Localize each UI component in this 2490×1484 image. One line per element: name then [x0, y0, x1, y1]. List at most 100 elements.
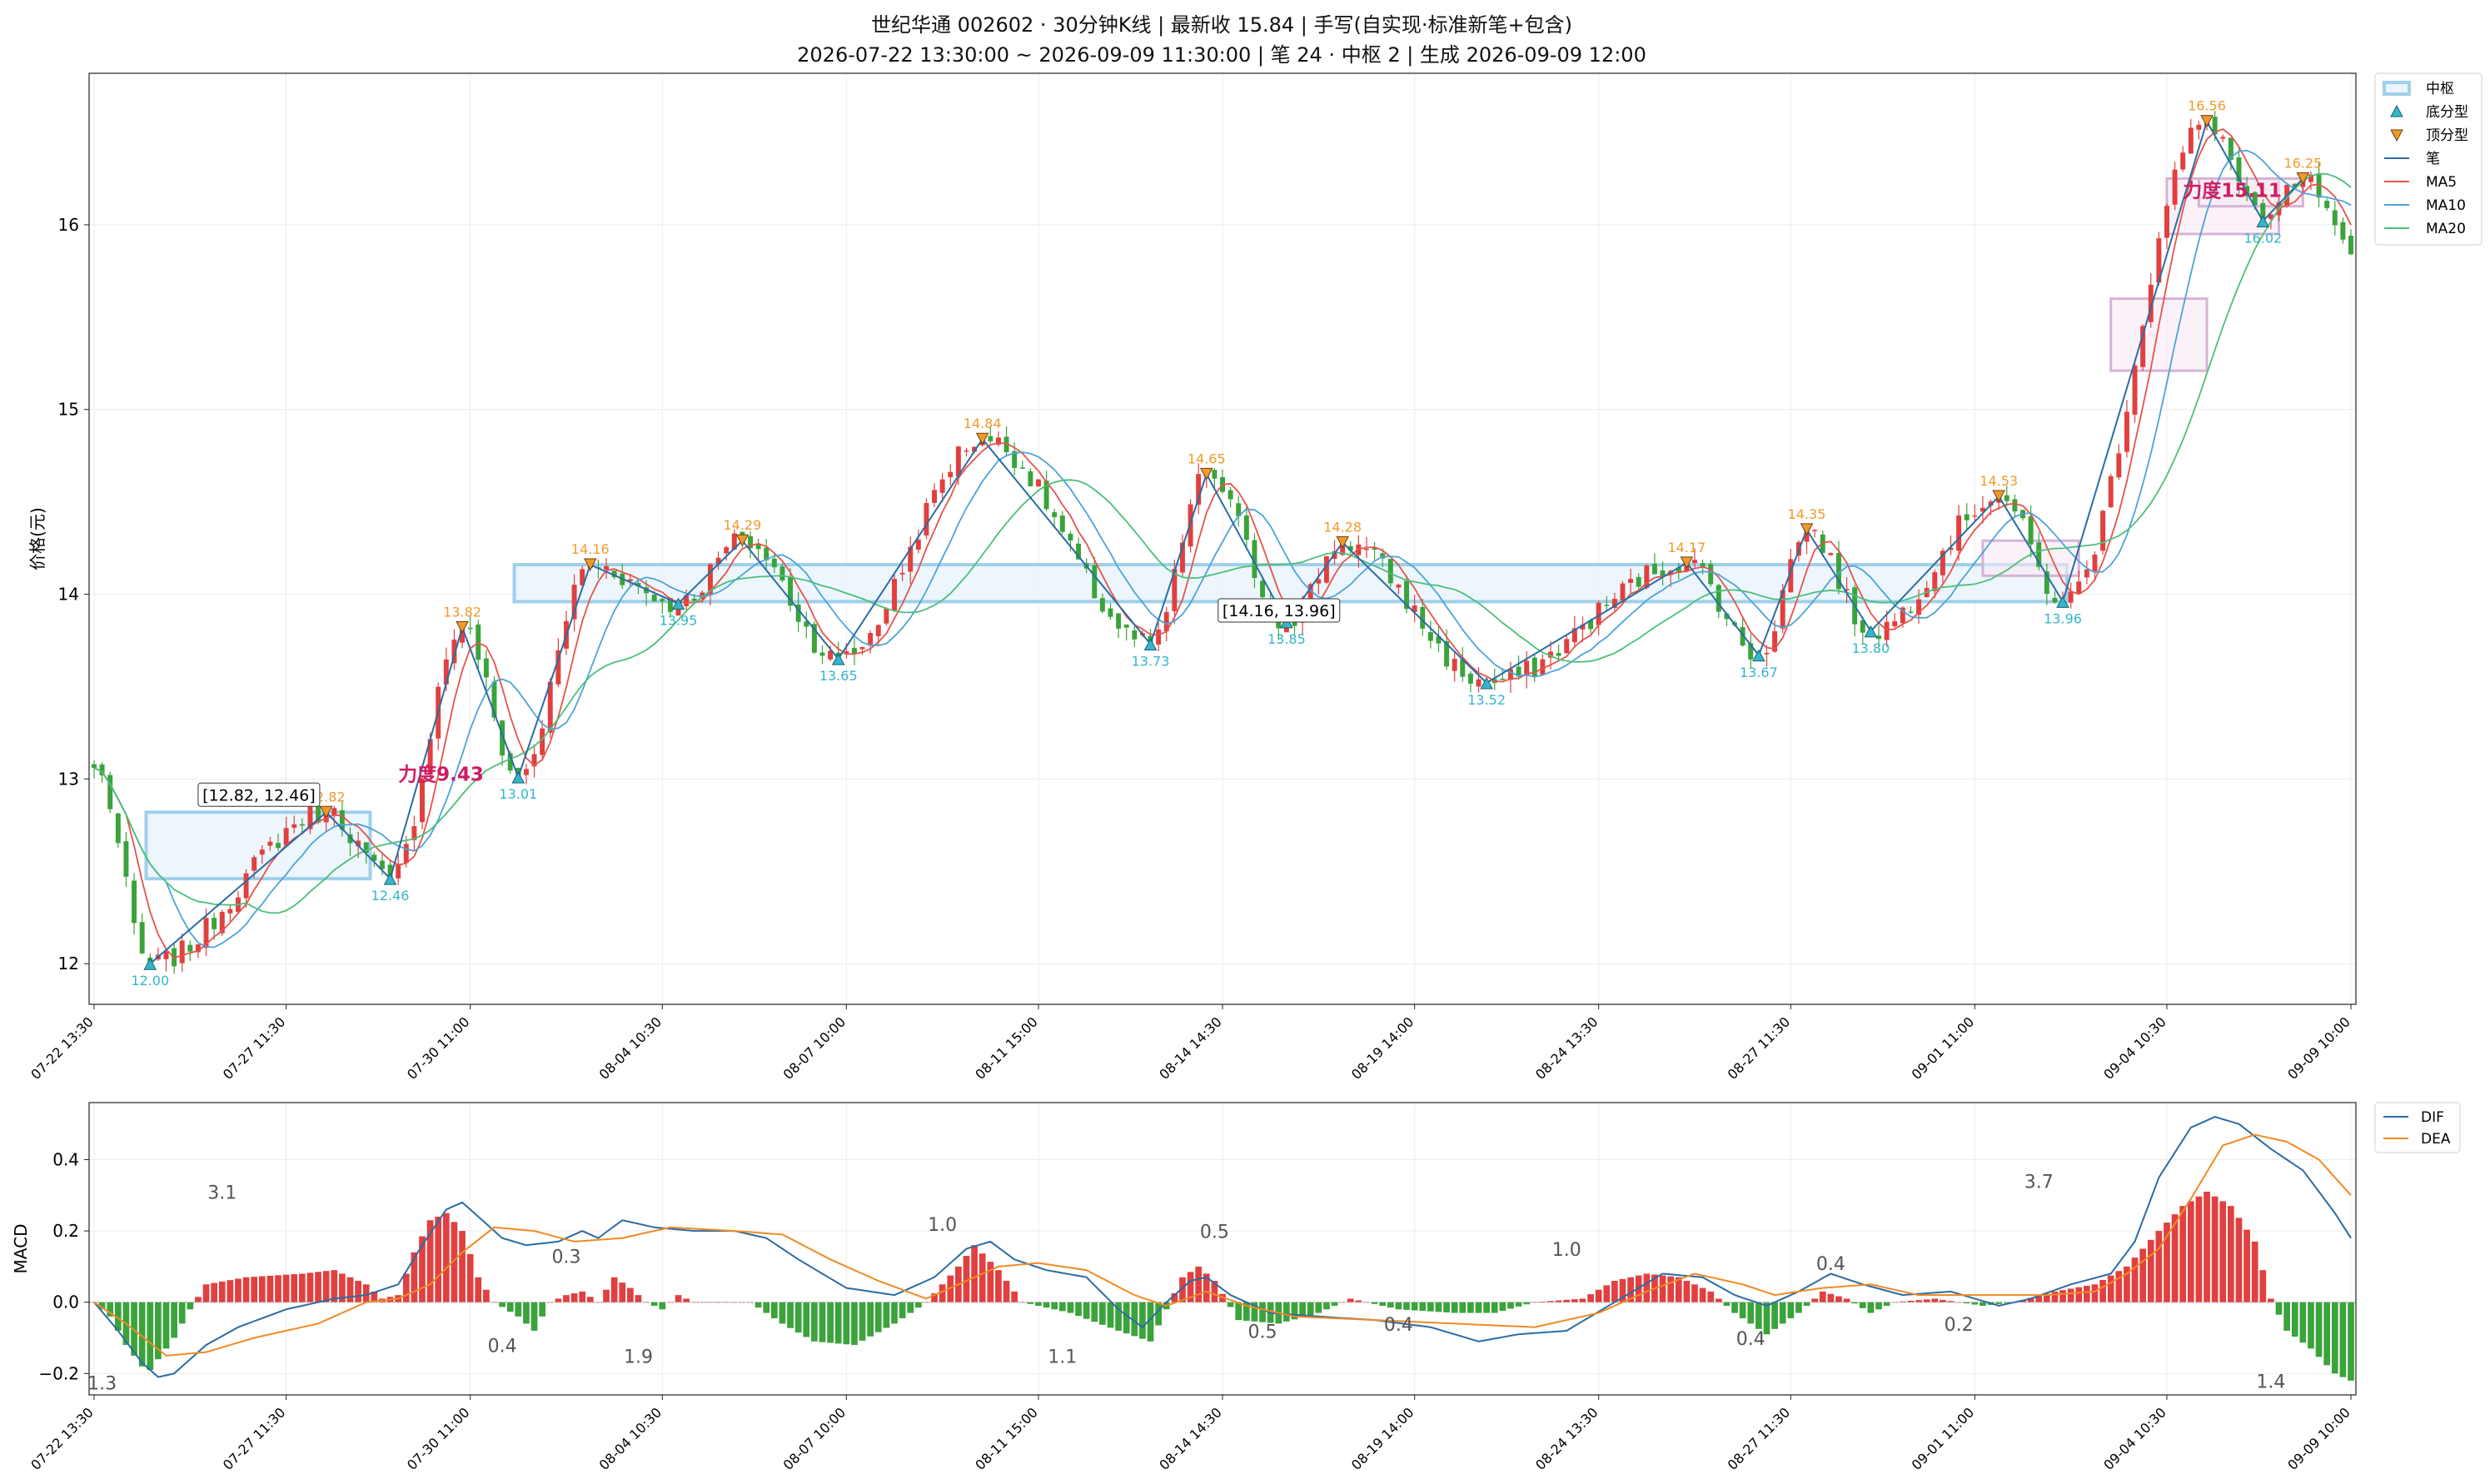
macd-hist-bar [1995, 1302, 2003, 1304]
candle-body [748, 535, 753, 549]
candle-body [1540, 659, 1546, 675]
candle-body [707, 564, 713, 595]
macd-annotation: 0.2 [1945, 1315, 1974, 1336]
macd-hist-bar [306, 1272, 314, 1302]
macd-hist-bar [2099, 1279, 2106, 1302]
macd-xtick-label: 08-11 15:00 [972, 1404, 1041, 1473]
candle-body [1548, 651, 1553, 658]
bottom-fractal-marker [511, 771, 525, 784]
candle-body [1012, 451, 1018, 468]
macd-hist-bar [914, 1302, 922, 1308]
macd-hist-bar [570, 1293, 578, 1302]
price-ytick-label: 13 [58, 769, 79, 789]
candle-body [203, 918, 209, 949]
candle-body [1243, 515, 1249, 540]
candle-body [2068, 591, 2074, 603]
center-label-box [197, 782, 321, 807]
macd-hist-bar [811, 1302, 818, 1342]
macd-hist-bar [1171, 1293, 1178, 1302]
candle-body [1387, 559, 1393, 584]
macd-hist-bar [834, 1302, 842, 1344]
top-fractal-marker [456, 620, 469, 634]
macd-hist-bar [1827, 1293, 1835, 1302]
candle-body [884, 608, 889, 624]
bottom-fractal-label: 13.01 [499, 786, 537, 802]
macd-hist-bar [1115, 1302, 1122, 1331]
macd-hist-bar [899, 1302, 906, 1318]
candle-body [795, 604, 801, 622]
bottom-fractal-marker [383, 873, 397, 885]
macd-hist-bar [1123, 1302, 1130, 1334]
price-legend: 中枢 底分型 顶分型 笔 MA5 MA10 MA20 [2374, 72, 2483, 246]
macd-hist-bar [1235, 1302, 1243, 1321]
macd-hist-bar [1331, 1302, 1338, 1306]
candle-body [2044, 571, 2049, 595]
macd-hist-bar [1587, 1294, 1594, 1302]
candle-body [1835, 553, 1841, 590]
candle-body [2188, 127, 2194, 154]
candle-body [1716, 585, 1721, 612]
candle-body [1019, 467, 1025, 469]
top-fractal-marker [1199, 467, 1213, 481]
candle-body [163, 951, 169, 959]
candle-body [1940, 550, 1945, 575]
macd-hist-bar [2268, 1298, 2274, 1302]
macd-hist-bar [155, 1302, 162, 1360]
candle-body [195, 944, 201, 953]
price-xtick-label: 09-04 10:30 [2100, 1013, 2169, 1083]
candle-body [2092, 554, 2098, 572]
macd-hist-bar [1195, 1266, 1203, 1302]
candle-body [580, 569, 585, 585]
macd-hist-bar [2171, 1214, 2179, 1302]
candle-body [1556, 653, 1561, 656]
macd-hist-bar [315, 1272, 321, 1302]
candle-body [1876, 635, 1881, 640]
price-panel: 12 13 14 15 16 07-22 13:30 07-27 11:30 07-30 11… [27, 72, 2357, 1083]
macd-hist-bar [2003, 1302, 2010, 1303]
candle-body [1676, 567, 1681, 574]
macd-hist-bar [2211, 1196, 2219, 1302]
macd-hist-bar [2179, 1206, 2187, 1302]
candle-body [500, 720, 505, 756]
macd-hist-bar [419, 1236, 426, 1302]
price-xtick-label: 07-22 13:30 [27, 1013, 97, 1083]
legend-label-dea: DEA [2421, 1131, 2451, 1148]
macd-xtick-label: 07-27 11:30 [220, 1404, 289, 1473]
macd-hist-bar [530, 1302, 538, 1331]
candle-body [1636, 576, 1641, 587]
bottom-fractal-marker [1480, 676, 1493, 690]
candle-body [1948, 547, 1954, 550]
macd-hist-bar [1603, 1285, 1611, 1302]
candle-body [771, 558, 777, 568]
macd-hist-bar [1027, 1302, 1034, 1304]
macd-hist-bar [1291, 1302, 1298, 1320]
macd-hist-bar [1699, 1287, 1706, 1302]
price-xtick-label: 08-27 11:30 [1725, 1013, 1794, 1083]
top-fractal-label: 16.56 [2188, 98, 2226, 114]
chart-title-line1: 世纪华通 002602 · 30分钟K线 | 最新收 15.84 | 手写(自实… [871, 13, 1572, 37]
candle-body [2140, 326, 2146, 367]
top-fractal-label: 14.35 [1788, 506, 1826, 522]
candle-body [948, 471, 954, 477]
macd-hist-bar [2291, 1302, 2298, 1337]
macd-hist-bar [971, 1245, 978, 1302]
macd-hist-bar [1315, 1302, 1322, 1313]
macd-xtick-label: 08-24 13:30 [1532, 1404, 1601, 1473]
macd-annotation: 1.0 [928, 1215, 957, 1236]
macd-hist-bar [859, 1302, 866, 1341]
candle-body [276, 843, 281, 849]
candle-body [1980, 507, 1985, 512]
top-fractal-label: 14.84 [964, 416, 1002, 431]
macd-hist-bar [2147, 1239, 2154, 1302]
macd-annotation: 1.3 [87, 1374, 117, 1395]
candle-body [1644, 565, 1650, 588]
macd-hist-bar [667, 1302, 674, 1303]
macd-hist-bar [1251, 1302, 1258, 1322]
macd-hist-bar [1051, 1302, 1058, 1310]
macd-hist-bar [2115, 1271, 2123, 1302]
candle-body [179, 940, 185, 964]
macd-hist-bar [242, 1277, 250, 1302]
candle-body [1956, 515, 1962, 551]
macd-hist-bar [483, 1289, 490, 1302]
force-label: 力度15.11 [2183, 180, 2282, 202]
